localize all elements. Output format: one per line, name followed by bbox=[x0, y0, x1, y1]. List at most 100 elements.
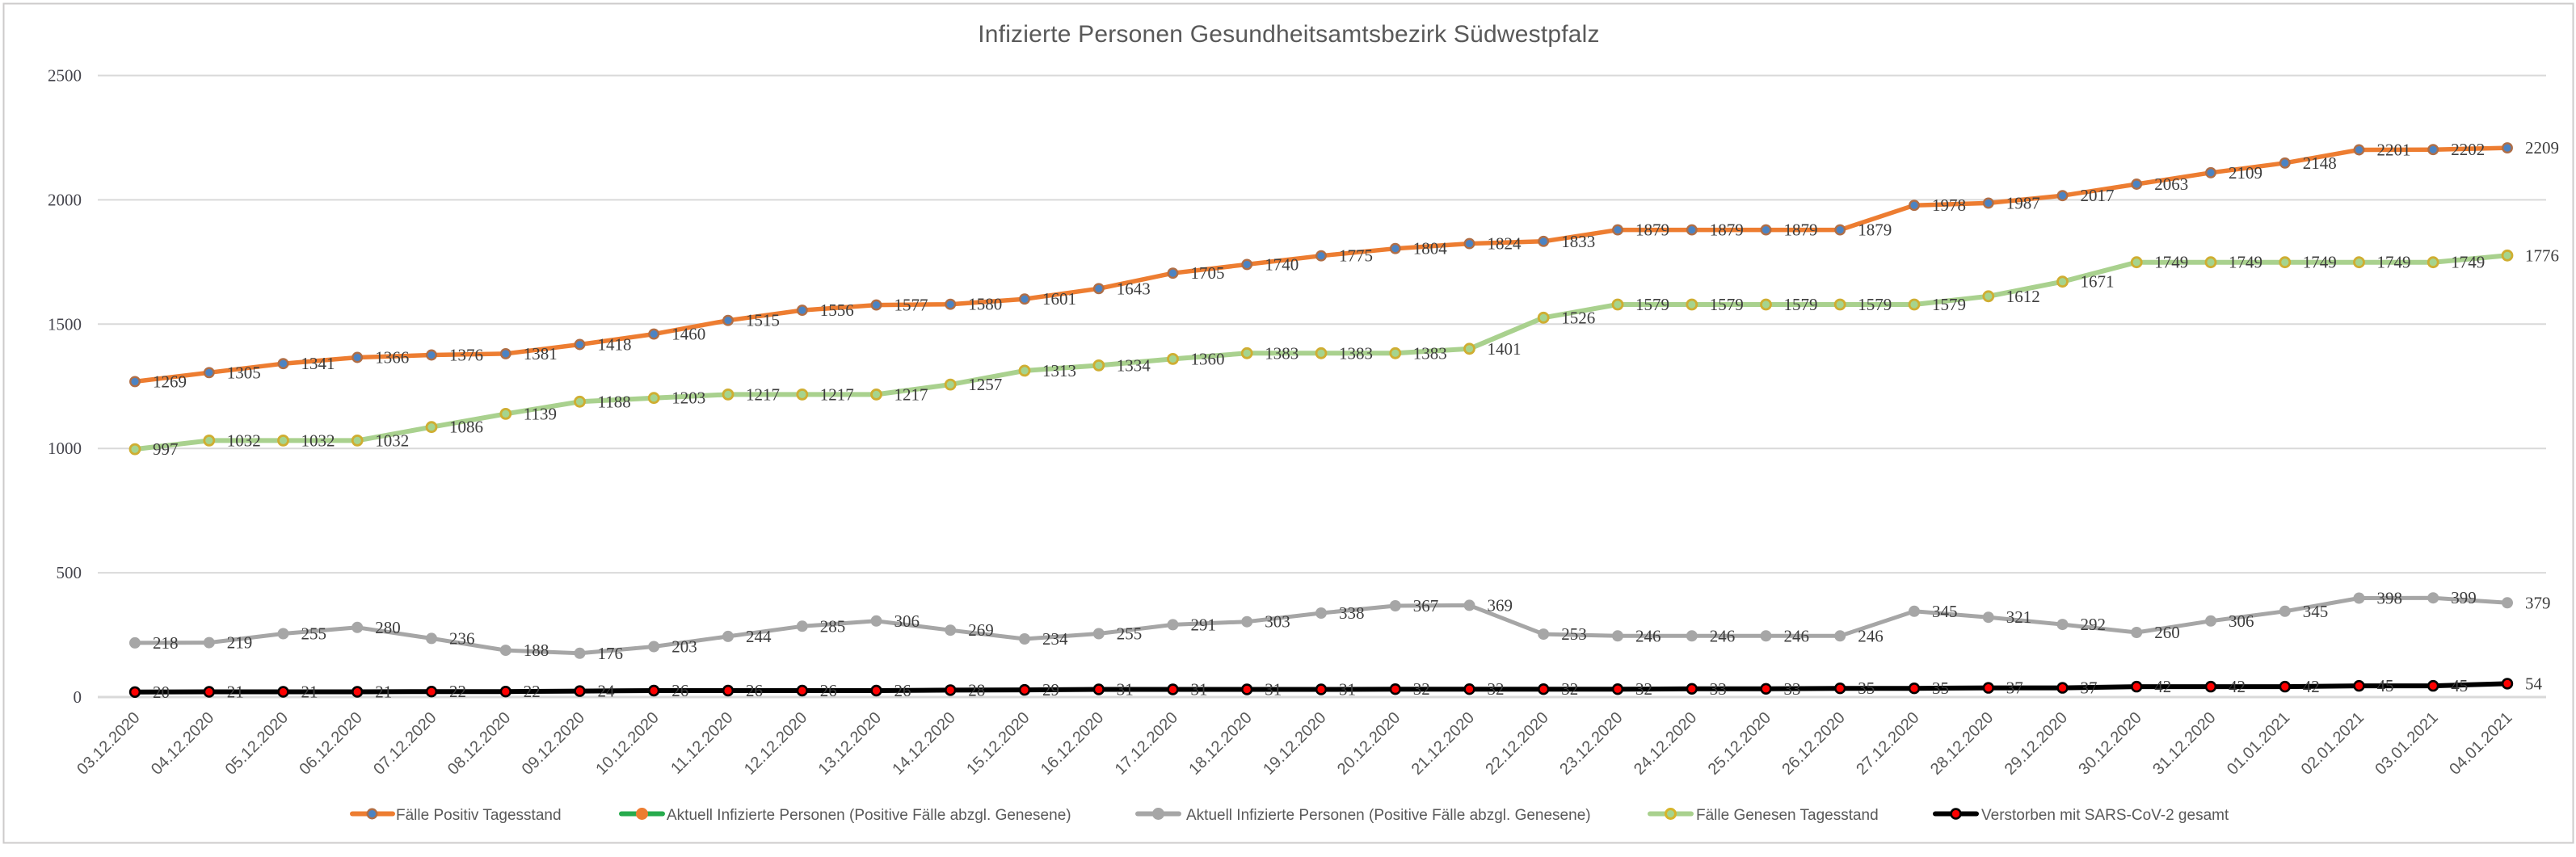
svg-text:1376: 1376 bbox=[449, 346, 483, 365]
svg-text:306: 306 bbox=[894, 611, 920, 631]
svg-text:1749: 1749 bbox=[2377, 253, 2411, 272]
svg-text:291: 291 bbox=[1191, 615, 1217, 634]
svg-text:1515: 1515 bbox=[746, 311, 780, 330]
svg-text:21: 21 bbox=[375, 683, 392, 702]
svg-text:338: 338 bbox=[1339, 603, 1365, 623]
svg-text:Aktuell Infizierte Personen (P: Aktuell Infizierte Personen (Positive Fä… bbox=[667, 807, 1071, 824]
svg-text:1188: 1188 bbox=[598, 392, 631, 411]
svg-text:176: 176 bbox=[598, 644, 624, 663]
svg-text:236: 236 bbox=[449, 628, 475, 648]
svg-text:31: 31 bbox=[1339, 680, 1356, 699]
svg-text:1749: 1749 bbox=[2229, 253, 2262, 272]
svg-text:1269: 1269 bbox=[153, 372, 187, 391]
svg-text:1401: 1401 bbox=[1488, 339, 1522, 359]
svg-text:1257: 1257 bbox=[968, 375, 1002, 394]
svg-text:306: 306 bbox=[2229, 611, 2254, 631]
svg-text:20: 20 bbox=[153, 683, 170, 702]
svg-text:2148: 2148 bbox=[2303, 153, 2337, 173]
svg-text:Infizierte Personen Gesundheit: Infizierte Personen Gesundheitsamtsbezir… bbox=[978, 21, 1600, 48]
svg-text:1032: 1032 bbox=[301, 431, 335, 450]
svg-text:500: 500 bbox=[57, 563, 82, 582]
svg-text:1366: 1366 bbox=[375, 348, 409, 368]
svg-text:2202: 2202 bbox=[2451, 140, 2485, 159]
svg-text:26: 26 bbox=[820, 681, 837, 700]
svg-text:28: 28 bbox=[968, 680, 985, 699]
svg-text:1833: 1833 bbox=[1561, 232, 1595, 251]
svg-text:1824: 1824 bbox=[1488, 234, 1522, 254]
svg-text:1740: 1740 bbox=[1265, 254, 1299, 274]
svg-text:345: 345 bbox=[2303, 602, 2329, 621]
svg-text:1383: 1383 bbox=[1413, 343, 1447, 363]
svg-text:1978: 1978 bbox=[1932, 195, 1966, 215]
svg-text:398: 398 bbox=[2377, 589, 2403, 608]
svg-text:1612: 1612 bbox=[2006, 287, 2040, 306]
svg-text:292: 292 bbox=[2081, 615, 2107, 634]
svg-text:255: 255 bbox=[301, 624, 327, 644]
svg-text:45: 45 bbox=[2377, 676, 2394, 695]
svg-text:219: 219 bbox=[227, 633, 253, 653]
svg-text:26: 26 bbox=[894, 681, 911, 700]
svg-text:234: 234 bbox=[1042, 629, 1068, 649]
svg-text:253: 253 bbox=[1561, 624, 1587, 644]
svg-text:1360: 1360 bbox=[1191, 349, 1225, 368]
svg-text:22: 22 bbox=[449, 682, 466, 701]
svg-text:1000: 1000 bbox=[48, 439, 82, 458]
svg-text:1749: 1749 bbox=[2451, 253, 2485, 272]
svg-text:31: 31 bbox=[1265, 680, 1282, 699]
svg-text:1217: 1217 bbox=[894, 384, 928, 404]
svg-text:37: 37 bbox=[2006, 678, 2023, 698]
svg-text:1987: 1987 bbox=[2006, 193, 2040, 212]
svg-text:1579: 1579 bbox=[1858, 295, 1892, 314]
svg-text:1579: 1579 bbox=[1784, 295, 1818, 314]
svg-text:1804: 1804 bbox=[1413, 239, 1448, 258]
svg-text:24: 24 bbox=[598, 682, 616, 701]
svg-text:29: 29 bbox=[1042, 680, 1059, 699]
svg-text:2109: 2109 bbox=[2229, 163, 2262, 183]
svg-text:2017: 2017 bbox=[2081, 186, 2115, 205]
svg-text:367: 367 bbox=[1413, 596, 1439, 615]
svg-text:1460: 1460 bbox=[671, 325, 705, 344]
svg-text:Fälle Genesen Tagesstand: Fälle Genesen Tagesstand bbox=[1696, 807, 1879, 824]
svg-text:1032: 1032 bbox=[375, 431, 409, 450]
svg-text:280: 280 bbox=[375, 618, 401, 637]
svg-text:1749: 1749 bbox=[2154, 253, 2188, 272]
svg-text:1086: 1086 bbox=[449, 418, 483, 437]
svg-text:21: 21 bbox=[301, 683, 318, 702]
svg-text:218: 218 bbox=[153, 633, 179, 653]
svg-text:1601: 1601 bbox=[1042, 289, 1076, 309]
svg-text:32: 32 bbox=[1635, 679, 1652, 699]
svg-text:188: 188 bbox=[524, 641, 549, 660]
svg-text:35: 35 bbox=[1932, 678, 1949, 698]
svg-text:1418: 1418 bbox=[598, 335, 632, 355]
svg-text:2063: 2063 bbox=[2154, 174, 2188, 194]
svg-text:32: 32 bbox=[1413, 679, 1430, 699]
svg-text:1579: 1579 bbox=[1635, 295, 1669, 314]
svg-text:246: 246 bbox=[1784, 626, 1810, 645]
svg-text:260: 260 bbox=[2154, 623, 2180, 642]
svg-text:246: 246 bbox=[1635, 626, 1661, 645]
svg-text:1032: 1032 bbox=[227, 431, 261, 450]
svg-text:1383: 1383 bbox=[1339, 343, 1373, 363]
svg-text:33: 33 bbox=[1710, 679, 1727, 699]
svg-text:54: 54 bbox=[2525, 674, 2543, 693]
svg-text:1500: 1500 bbox=[48, 314, 82, 334]
svg-text:2209: 2209 bbox=[2525, 138, 2559, 158]
svg-text:1526: 1526 bbox=[1561, 308, 1595, 327]
svg-text:1139: 1139 bbox=[524, 404, 557, 423]
svg-text:31: 31 bbox=[1117, 680, 1134, 699]
svg-text:321: 321 bbox=[2006, 607, 2032, 627]
svg-text:285: 285 bbox=[820, 616, 846, 636]
svg-text:2201: 2201 bbox=[2377, 141, 2411, 160]
svg-text:1579: 1579 bbox=[1932, 295, 1966, 314]
svg-text:1305: 1305 bbox=[227, 363, 261, 382]
svg-text:Aktuell Infizierte Personen (P: Aktuell Infizierte Personen (Positive Fä… bbox=[1186, 807, 1591, 824]
svg-text:1383: 1383 bbox=[1265, 343, 1299, 363]
svg-text:1580: 1580 bbox=[968, 295, 1002, 314]
svg-text:1313: 1313 bbox=[1042, 361, 1076, 380]
svg-text:Fälle Positiv Tagesstand: Fälle Positiv Tagesstand bbox=[396, 807, 562, 824]
svg-text:1775: 1775 bbox=[1339, 246, 1373, 266]
svg-text:32: 32 bbox=[1561, 679, 1578, 699]
svg-text:369: 369 bbox=[1488, 595, 1513, 615]
svg-text:379: 379 bbox=[2525, 593, 2551, 612]
svg-text:45: 45 bbox=[2451, 676, 2468, 695]
